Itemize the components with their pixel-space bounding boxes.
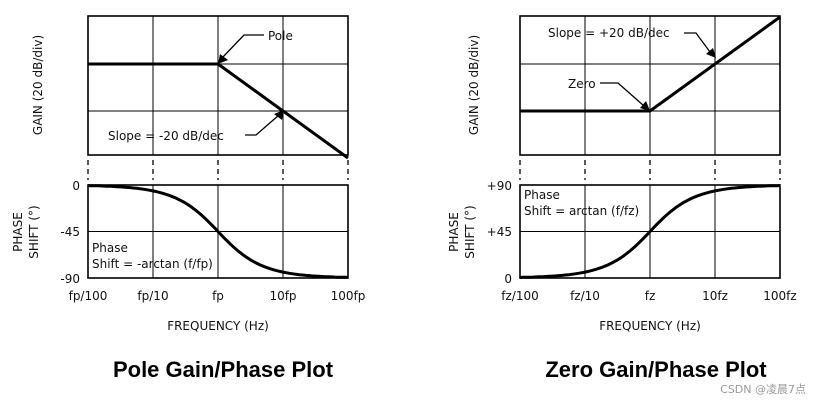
pole-plot-title: Pole Gain/Phase Plot <box>113 357 334 382</box>
pole-phase-tick: -90 <box>60 272 80 286</box>
zero-freq-axis-label: FREQUENCY (Hz) <box>599 319 701 333</box>
pole-phase-tick: -45 <box>60 225 80 239</box>
pole-phase-axis-label-line1: PHASE <box>11 212 25 252</box>
zero-leader-line <box>600 82 645 107</box>
pole-freq-tick: fp <box>212 289 224 303</box>
pole-freq-axis-label: FREQUENCY (Hz) <box>167 319 269 333</box>
pole-arrowhead <box>218 54 228 64</box>
pole-panel: Pole Slope = -20 dB/dec Phase Shift = -a… <box>11 15 366 382</box>
zero-freq-tick: fz/10 <box>570 289 600 303</box>
pole-slope-annotation: Slope = -20 dB/dec <box>108 129 224 143</box>
zero-slope-annotation: Slope = +20 dB/dec <box>548 26 670 40</box>
zero-slope-leader <box>684 32 711 53</box>
zero-phase-axis-label-line2: SHIFT (°) <box>463 205 477 258</box>
zero-phase-tick: +90 <box>487 179 512 193</box>
pole-leader-line <box>221 34 264 59</box>
zero-slope-arrowhead <box>706 48 716 58</box>
pole-freq-tick: fp/100 <box>69 289 108 303</box>
zero-phase-curve <box>519 184 781 279</box>
zero-phase-text-line1: Phase <box>524 188 560 202</box>
zero-phase-axis-label-line1: PHASE <box>447 212 461 252</box>
pole-gain-axis-label: GAIN (20 dB/div) <box>31 35 45 135</box>
pole-phase-axis-label-line2: SHIFT (°) <box>27 205 41 258</box>
pole-freq-tick: 10fp <box>269 289 296 303</box>
zero-freq-tick: fz <box>645 289 656 303</box>
zero-arrowhead <box>640 101 650 111</box>
pole-phase-curve <box>87 184 349 279</box>
zero-gain-axis-label: GAIN (20 dB/div) <box>467 35 481 135</box>
pole-slope-leader <box>245 114 280 136</box>
pole-freq-tick: fp/10 <box>137 289 168 303</box>
zero-phase-tick: 0 <box>504 272 512 286</box>
pole-phase-text-line2: Shift = -arctan (f/fp) <box>92 257 213 271</box>
pole-phase-tick: 0 <box>72 179 80 193</box>
pole-phase-text-line1: Phase <box>92 241 128 255</box>
pole-slope-arrowhead <box>274 110 284 120</box>
zero-phase-text-line2: Shift = arctan (f/fz) <box>524 204 639 218</box>
zero-freq-tick: 10fz <box>702 289 728 303</box>
zero-phase-tick: +45 <box>487 225 512 239</box>
watermark: CSDN @凌晨7点 <box>720 382 806 396</box>
zero-annotation: Zero <box>568 77 596 91</box>
zero-plot-title: Zero Gain/Phase Plot <box>545 357 767 382</box>
zero-freq-tick: fz/100 <box>501 289 538 303</box>
pole-freq-tick: 100fp <box>331 289 366 303</box>
zero-panel: Slope = +20 dB/dec Zero Phase Shift = ar… <box>447 15 797 382</box>
pole-annotation: Pole <box>268 29 293 43</box>
zero-freq-tick: 100fz <box>763 289 796 303</box>
